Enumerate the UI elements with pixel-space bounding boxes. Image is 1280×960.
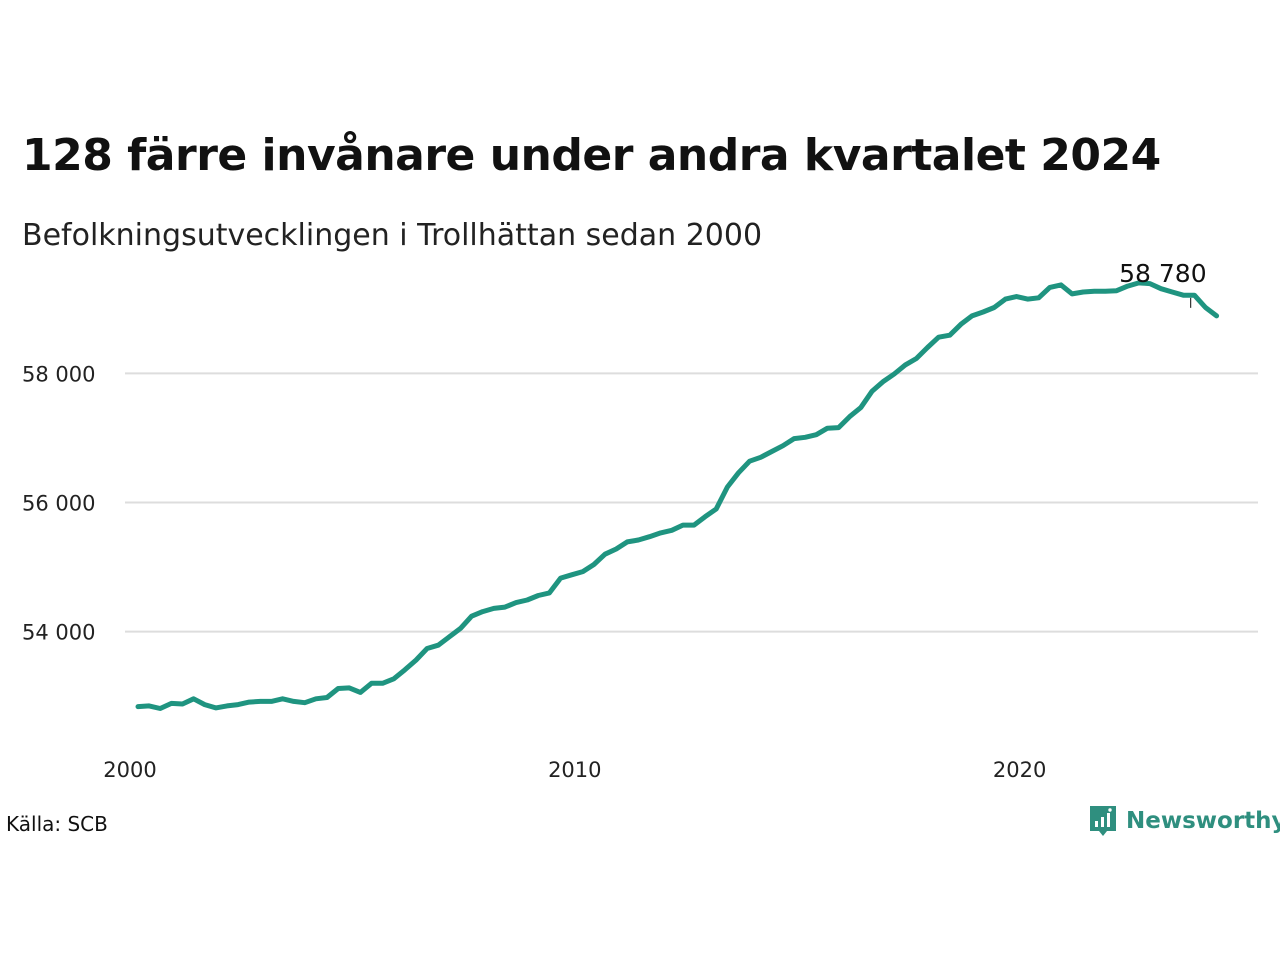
annotations: 58 780 xyxy=(1119,259,1207,308)
chart-title: 128 färre invånare under andra kvartalet… xyxy=(22,130,1161,181)
y-axis-tick-labels: 54 000 56 000 58 000 xyxy=(22,362,95,644)
x-tick-label: 2020 xyxy=(993,758,1046,782)
newsworthy-logo-icon xyxy=(1090,806,1116,836)
gridlines xyxy=(125,372,1258,633)
source-note: Källa: SCB xyxy=(6,812,108,836)
x-tick-label: 2000 xyxy=(103,758,156,782)
brand-name: Newsworthy xyxy=(1126,808,1280,834)
series-line xyxy=(135,280,1220,711)
last-value-label: 58 780 xyxy=(1119,259,1206,288)
chart-subtitle: Befolkningsutvecklingen i Trollhättan se… xyxy=(22,218,763,253)
y-tick-label: 58 000 xyxy=(22,362,95,386)
x-tick-label: 2010 xyxy=(548,758,601,782)
series-lines xyxy=(135,280,1220,711)
y-tick-label: 54 000 xyxy=(22,621,95,645)
brand-logo[interactable]: Newsworthy xyxy=(1088,804,1280,838)
x-axis-tick-labels: 2000 2010 2020 xyxy=(103,758,1046,782)
y-tick-label: 56 000 xyxy=(22,492,95,516)
